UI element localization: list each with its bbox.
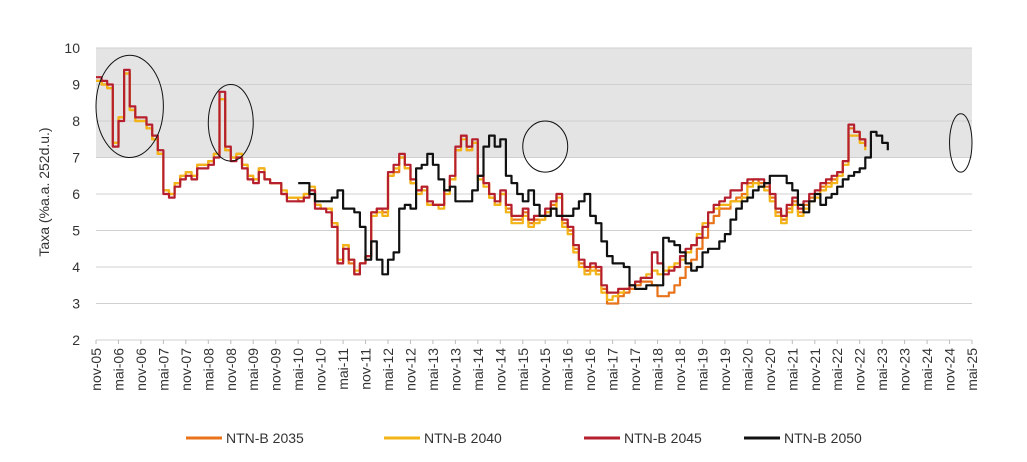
x-tick-label: mai-22 xyxy=(829,348,845,391)
x-tick-label: nov-18 xyxy=(672,348,688,391)
series-lines xyxy=(96,68,889,305)
x-tick-label: nov-12 xyxy=(402,348,418,391)
y-tick-label: 5 xyxy=(72,223,80,239)
x-tick-label: mai-19 xyxy=(694,348,710,391)
x-tick-label: nov-21 xyxy=(807,348,823,391)
x-tick-label: mai-16 xyxy=(560,348,576,391)
x-tick-label: mai-24 xyxy=(919,348,935,391)
x-tick-label: mai-17 xyxy=(605,348,621,391)
x-tick-label: mai-08 xyxy=(200,348,216,391)
legend-label: NTN-B 2035 xyxy=(226,430,304,446)
x-tick-label: mai-09 xyxy=(245,348,261,391)
x-tick-label: nov-24 xyxy=(942,348,958,391)
legend-label: NTN-B 2050 xyxy=(784,430,862,446)
x-tick-label: mai-12 xyxy=(380,348,396,391)
x-tick-label: mai-13 xyxy=(425,348,441,391)
x-tick-label: nov-08 xyxy=(223,348,239,391)
legend-label: NTN-B 2040 xyxy=(424,430,502,446)
y-tick-label: 6 xyxy=(72,186,80,202)
highlight-ellipse xyxy=(949,113,973,173)
x-tick-label: nov-05 xyxy=(88,348,104,391)
y-tick-label: 4 xyxy=(72,259,80,275)
highlight-ellipse xyxy=(207,84,254,162)
y-tick-label: 7 xyxy=(72,150,80,166)
x-tick-label: nov-11 xyxy=(358,348,374,390)
x-tick-label: nov-06 xyxy=(133,348,149,391)
x-tick-label: nov-16 xyxy=(582,348,598,391)
highlight-ellipse xyxy=(95,54,164,158)
x-tick-label: mai-10 xyxy=(290,348,306,391)
x-tick-label: nov-15 xyxy=(537,348,553,391)
x-tick-label: nov-14 xyxy=(492,348,508,391)
shaded-band-layer xyxy=(96,48,972,158)
x-tick-label: mai-11 xyxy=(335,348,351,390)
x-tick-label: mai-18 xyxy=(650,348,666,391)
x-tick-label: nov-22 xyxy=(852,348,868,391)
x-tick-label: nov-09 xyxy=(268,348,284,391)
y-tick-label: 9 xyxy=(72,77,80,93)
x-tick-label: mai-15 xyxy=(515,348,531,391)
x-tick-label: mai-21 xyxy=(784,348,800,391)
x-tick-label: nov-10 xyxy=(313,348,329,391)
x-tick-label: nov-17 xyxy=(627,348,643,391)
y-axis-title: Taxa (%a.a. 252d.u.) xyxy=(36,127,52,256)
legend: NTN-B 2035 NTN-B 2040 NTN-B 2045 NTN-B 2050 xyxy=(186,430,862,446)
series-line xyxy=(298,130,889,290)
y-tick-label: 3 xyxy=(72,296,80,312)
y-tick-labels: 2 3 4 5 6 7 8 9 10 xyxy=(64,40,80,348)
legend-label: NTN-B 2045 xyxy=(624,430,702,446)
x-tick-label: nov-23 xyxy=(897,348,913,391)
x-tick-label: mai-25 xyxy=(964,348,980,391)
highlight-ellipse xyxy=(522,120,569,173)
x-tick-label: mai-14 xyxy=(470,348,486,391)
x-tick-label: nov-07 xyxy=(178,348,194,391)
x-tick-label: mai-20 xyxy=(739,348,755,391)
highlight-circles xyxy=(95,54,973,173)
x-tick-labels: nov-05 mai-06 nov-06 mai-07 nov-07 mai-08 nov-… xyxy=(88,340,980,391)
x-tick-label: mai-07 xyxy=(155,348,171,391)
y-tick-label: 10 xyxy=(64,40,80,56)
x-tick-label: nov-20 xyxy=(762,348,778,391)
x-tick-label: nov-13 xyxy=(447,348,463,391)
y-tick-label: 2 xyxy=(72,332,80,348)
x-tick-label: mai-23 xyxy=(874,348,890,391)
x-tick-label: mai-06 xyxy=(110,348,126,391)
shaded-band xyxy=(96,48,972,158)
x-tick-label: nov-19 xyxy=(717,348,733,391)
y-tick-label: 8 xyxy=(72,113,80,129)
